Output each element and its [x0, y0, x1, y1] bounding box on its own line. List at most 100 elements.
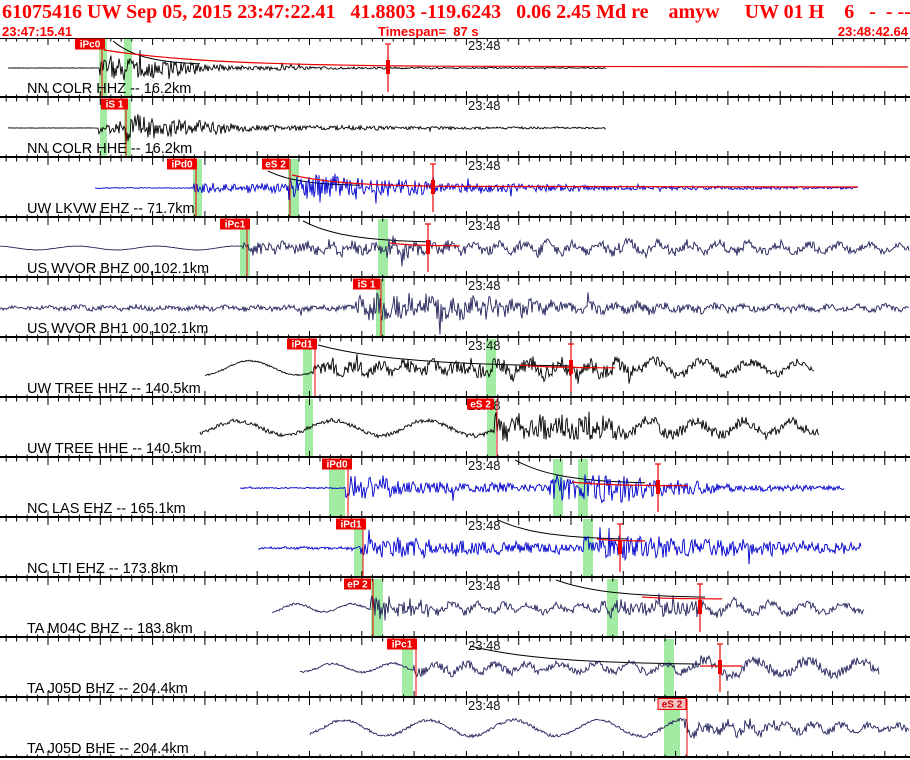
waveform-trace[interactable]: [7, 50, 607, 81]
waveform-trace[interactable]: [309, 717, 910, 739]
pick-flag[interactable]: iPc1: [387, 638, 417, 651]
pick-flag-label: iS 1: [358, 280, 376, 291]
pick-flag-label: iPd0: [326, 460, 348, 471]
station-label: NN COLR HHE -- 16.2km: [27, 141, 192, 157]
coda-decay-curve: [267, 170, 361, 186]
pick-window-band: [371, 579, 383, 636]
time-label: 23:48: [468, 98, 501, 113]
pick-window-band: [329, 459, 345, 516]
trace-panel[interactable]: 23:48 eS 2 TA J05D BHE -- 204.4km: [0, 698, 910, 758]
waveform-trace[interactable]: [94, 173, 858, 204]
trace-panel[interactable]: 23:48 eP 2 TA M04C BHZ -- 183.8km: [0, 578, 910, 638]
trace-canvas[interactable]: 23:48 iS 1 NN COLR HHE -- 16.2km: [0, 98, 910, 158]
pick-window-band: [664, 639, 674, 696]
trace-panel[interactable]: 23:48 iPc1 US WVOR BHZ 00,102.1km: [0, 218, 910, 278]
pick-window-band: [240, 219, 250, 276]
trace-canvas[interactable]: 23:48 iPc1 TA J05D BHZ -- 204.4km: [0, 638, 910, 698]
time-label: 23:48: [468, 158, 501, 173]
pick-window-band: [487, 399, 496, 456]
pick-flag[interactable]: iPd1: [336, 518, 366, 531]
pick-flag-label: iPd0: [171, 160, 193, 171]
waveform-trace[interactable]: [299, 654, 880, 681]
time-label: 23:48: [468, 518, 501, 533]
amplitude-envelope-line: [389, 242, 461, 247]
trace-panel[interactable]: 23:48 iPd0 eS 2 UW LKVW EHZ -- 71.7km: [0, 158, 910, 218]
coda-duration-marker[interactable]: [717, 643, 723, 692]
station-label: NC LTI EHZ -- 173.8km: [27, 561, 178, 577]
coda-duration-marker[interactable]: [697, 583, 703, 632]
waveform-trace[interactable]: [257, 527, 862, 565]
pick-flag-label: iPc1: [225, 220, 246, 231]
trace-panel[interactable]: 23:48 iS 1 NN COLR HHE -- 16.2km: [0, 98, 910, 158]
pick-flag-label: iPc0: [80, 40, 101, 51]
trace-panel[interactable]: 23:48 iPd1 UW TREE HHZ -- 140.5km: [0, 338, 910, 398]
waveform-trace[interactable]: [0, 292, 910, 335]
pick-window-band: [486, 339, 496, 396]
amplitude-envelope-line: [103, 49, 909, 68]
waveform-trace[interactable]: [7, 114, 607, 146]
pick-flag-label: iPc1: [392, 640, 413, 651]
coda-duration-marker[interactable]: [385, 43, 391, 92]
trace-panel[interactable]: 23:48 iPd0 NC LAS EHZ -- 165.1km: [0, 458, 910, 518]
station-label: UW TREE HHE -- 140.5km: [27, 441, 202, 457]
pick-window-band: [607, 579, 618, 636]
pick-window-band: [578, 459, 588, 516]
trace-canvas[interactable]: 23:48 iPd1 NC LTI EHZ -- 173.8km: [0, 518, 910, 578]
time-label: 23:48: [468, 38, 501, 53]
pick-flag[interactable]: eS 2: [657, 698, 687, 711]
trace-panel[interactable]: 23:48 iPc1 TA J05D BHZ -- 204.4km: [0, 638, 910, 698]
trace-panel[interactable]: 23:48 iPc0 NN COLR HHZ -- 16.2km: [0, 38, 910, 98]
waveform-trace[interactable]: [204, 354, 815, 384]
coda-duration-marker[interactable]: [655, 463, 661, 512]
trace-canvas[interactable]: 23:48 iS 1 US WVOR BH1 00,102.1km: [0, 278, 910, 338]
pick-flag[interactable]: iPd1: [287, 338, 317, 351]
coda-duration-marker[interactable]: [425, 223, 431, 272]
pick-flag-label: eS 2: [470, 400, 491, 411]
pick-flag[interactable]: eS 2: [262, 158, 289, 171]
station-label: NC LAS EHZ -- 165.1km: [27, 501, 186, 517]
waveform-trace[interactable]: [239, 474, 845, 504]
station-label: US WVOR BH1 00,102.1km: [27, 321, 208, 337]
time-label: 23:48: [468, 698, 501, 713]
trace-canvas[interactable]: 23:48 eP 2 TA M04C BHZ -- 183.8km: [0, 578, 910, 638]
coda-duration-marker[interactable]: [568, 343, 574, 392]
pick-flag[interactable]: iPc0: [75, 38, 105, 51]
trace-canvas[interactable]: 23:48 iPc0 NN COLR HHZ -- 16.2km: [0, 38, 910, 98]
pick-flag[interactable]: iPc1: [220, 218, 250, 231]
pick-flag[interactable]: iS 1: [101, 98, 128, 111]
pick-flag-label: eS 2: [662, 700, 683, 711]
coda-decay-curve: [112, 40, 201, 65]
trace-canvas[interactable]: 23:48 iPd0 NC LAS EHZ -- 165.1km: [0, 458, 910, 518]
pick-window-band: [303, 339, 312, 396]
waveform-trace[interactable]: [199, 411, 820, 442]
station-label: NN COLR HHZ -- 16.2km: [27, 81, 191, 97]
trace-panel[interactable]: 23:48 iS 1 US WVOR BH1 00,102.1km: [0, 278, 910, 338]
pick-window-band: [354, 519, 363, 576]
trace-canvas[interactable]: 23:48 iPc1 US WVOR BHZ 00,102.1km: [0, 218, 910, 278]
coda-duration-marker[interactable]: [430, 163, 436, 212]
trace-panel[interactable]: 23:48 iPd1 NC LTI EHZ -- 173.8km: [0, 518, 910, 578]
station-label: TA J05D BHZ -- 204.4km: [27, 681, 188, 697]
pick-window-band: [553, 459, 563, 516]
amplitude-envelope-line: [519, 364, 616, 369]
pick-flag[interactable]: eP 2: [344, 578, 371, 591]
pick-flag[interactable]: iPd0: [322, 458, 352, 471]
trace-canvas[interactable]: 23:48 iPd0 eS 2 UW LKVW EHZ -- 71.7km: [0, 158, 910, 218]
pick-window-band: [378, 219, 388, 276]
waveform-trace[interactable]: [271, 593, 865, 621]
station-label: TA M04C BHZ -- 183.8km: [27, 621, 193, 637]
pick-flag[interactable]: eS 2: [467, 398, 494, 411]
coda-duration-marker[interactable]: [617, 523, 623, 572]
event-summary-header: 61075416 UW Sep 05, 2015 23:47:22.41 41.…: [2, 1, 910, 23]
station-label: UW LKVW EHZ -- 71.7km: [27, 201, 195, 217]
trace-canvas[interactable]: 23:48 iPd1 UW TREE HHZ -- 140.5km: [0, 338, 910, 398]
pick-window-band: [583, 519, 593, 576]
time-label: 23:48: [468, 458, 501, 473]
pick-flag[interactable]: iPd0: [167, 158, 197, 171]
pick-flag-label: eS 2: [265, 160, 286, 171]
trace-canvas[interactable]: 23:48 eS 2 TA J05D BHE -- 204.4km: [0, 698, 910, 758]
pick-flag[interactable]: iS 1: [353, 278, 380, 291]
time-label: 23:48: [468, 638, 501, 653]
